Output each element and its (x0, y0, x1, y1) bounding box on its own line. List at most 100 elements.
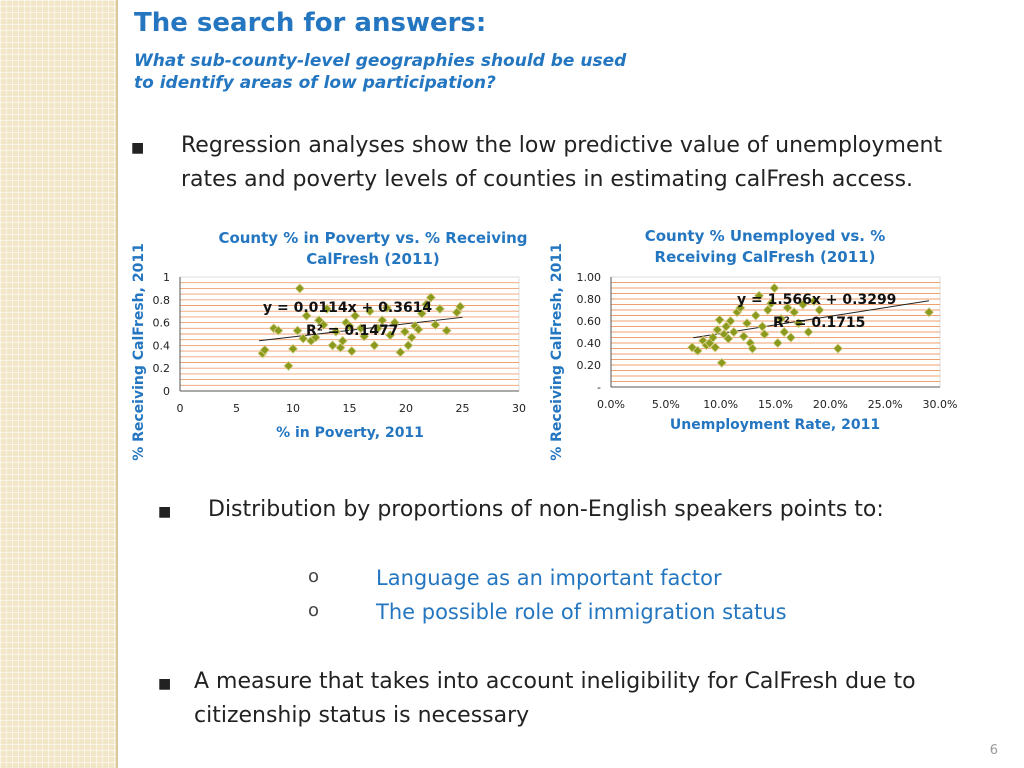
circle-bullet-icon: o (308, 600, 320, 621)
data-point (273, 325, 284, 336)
x-tick-label: 15.0% (758, 398, 793, 411)
data-point (337, 335, 348, 346)
y-tick-label: 1 (163, 271, 170, 284)
data-point (385, 330, 396, 341)
data-point (434, 303, 445, 314)
data-point (789, 307, 800, 318)
x-tick-label: 0.0% (597, 398, 625, 411)
data-point (782, 302, 793, 313)
data-point (772, 337, 783, 349)
sub-bullet-text: The possible role of immigration status (376, 600, 787, 624)
data-point (814, 304, 825, 316)
data-point (372, 323, 383, 334)
data-point (399, 326, 410, 337)
data-point (355, 323, 366, 334)
data-point (406, 332, 417, 343)
x-tick-labels: 0.0% 5.0% 10.0% 15.0% 20.0% 25.0% 30.0% (597, 398, 957, 411)
data-point (797, 299, 808, 310)
chart-title-line-2: CalFresh (2011) (306, 250, 439, 268)
y-tick-label: - (597, 381, 601, 394)
bullet-square-icon: ■ (158, 676, 172, 692)
data-point (808, 296, 819, 307)
chart-unemployment: County % Unemployed vs. % Receiving CalF… (545, 222, 965, 466)
x-tick-label: 5.0% (652, 398, 680, 411)
regression-equation: y = 1.566x + 0.3299 (737, 292, 896, 308)
x-tick-label: 5 (233, 402, 240, 415)
y-tick-label: 0.6 (153, 317, 171, 330)
data-point (735, 302, 746, 313)
y-tick-labels: - 0.20 0.40 0.60 0.80 1.00 (577, 271, 602, 394)
data-point (716, 357, 727, 368)
x-tick-label: 30.0% (923, 398, 958, 411)
chart-grid (179, 276, 520, 392)
data-point (425, 292, 436, 303)
data-point (395, 347, 406, 358)
data-point (283, 360, 294, 371)
x-tick-label: 25 (456, 402, 470, 415)
sub-bullet-text: Language as an important factor (376, 566, 722, 590)
data-point (318, 319, 329, 330)
y-tick-label: 0.2 (153, 362, 171, 375)
y-axis-label: % Receiving CalFresh, 2011 (131, 243, 147, 461)
data-points (687, 282, 935, 368)
x-tick-label: 0 (177, 402, 184, 415)
data-point (710, 342, 721, 353)
data-point (747, 343, 758, 354)
bullet-regression: ■ Regression analyses show the low predi… (131, 129, 981, 197)
y-tick-label: 0.40 (577, 337, 602, 350)
x-tick-label: 25.0% (868, 398, 903, 411)
data-point (750, 310, 761, 321)
data-point (785, 332, 796, 343)
data-point (430, 319, 441, 330)
data-point (753, 290, 765, 301)
data-point (389, 317, 400, 328)
data-point (421, 299, 432, 310)
data-point (721, 321, 732, 332)
chart-title-line-2: Receiving CalFresh (2011) (655, 248, 876, 266)
bullet-square-icon: ■ (158, 504, 172, 520)
data-point (741, 318, 753, 329)
data-point (762, 304, 773, 316)
bullet-text: Regression analyses show the low predict… (181, 133, 943, 192)
slide-title: The search for answers: (134, 8, 487, 38)
y-tick-label: 0.60 (577, 315, 602, 328)
chart-title-line-1: County % in Poverty vs. % Receiving (218, 229, 527, 247)
data-point (381, 302, 392, 313)
data-point (301, 310, 312, 321)
data-point (327, 340, 338, 351)
data-point (364, 306, 375, 317)
data-point (403, 340, 414, 351)
data-point (330, 326, 342, 337)
y-tick-label: 0.8 (153, 294, 171, 307)
data-point (707, 332, 719, 343)
y-tick-label: 1.00 (577, 271, 602, 284)
data-point (769, 282, 780, 294)
data-point (441, 325, 452, 336)
bullet-square-icon: ■ (131, 140, 145, 156)
y-tick-label: 0 (163, 385, 170, 398)
x-tick-labels: 0 5 10 15 20 25 30 (177, 402, 527, 415)
data-point (344, 320, 355, 332)
x-axis-label: Unemployment Rate, 2011 (670, 417, 880, 433)
data-point (803, 326, 814, 338)
data-point (369, 340, 380, 351)
x-tick-label: 10 (286, 402, 300, 415)
y-tick-label: 0.4 (153, 339, 171, 352)
bullet-text: A measure that takes into account inelig… (194, 669, 916, 728)
subtitle-line-1: What sub-county-level geographies should… (134, 51, 627, 71)
y-tick-label: 0.20 (577, 359, 602, 372)
data-point (413, 324, 424, 335)
r-squared: R² = 0.1715 (773, 315, 865, 331)
slide-subtitle: What sub-county-level geographies should… (134, 50, 754, 94)
data-point (712, 324, 723, 335)
data-point (728, 326, 739, 338)
data-point (350, 310, 361, 321)
data-point (321, 303, 332, 314)
data-point (455, 301, 466, 312)
chart-poverty: County % in Poverty vs. % Receiving CalF… (128, 222, 548, 466)
x-tick-label: 30 (512, 402, 526, 415)
decorative-sidebar (0, 0, 118, 768)
data-point (692, 345, 703, 356)
data-points (257, 283, 466, 371)
data-point (757, 321, 768, 332)
